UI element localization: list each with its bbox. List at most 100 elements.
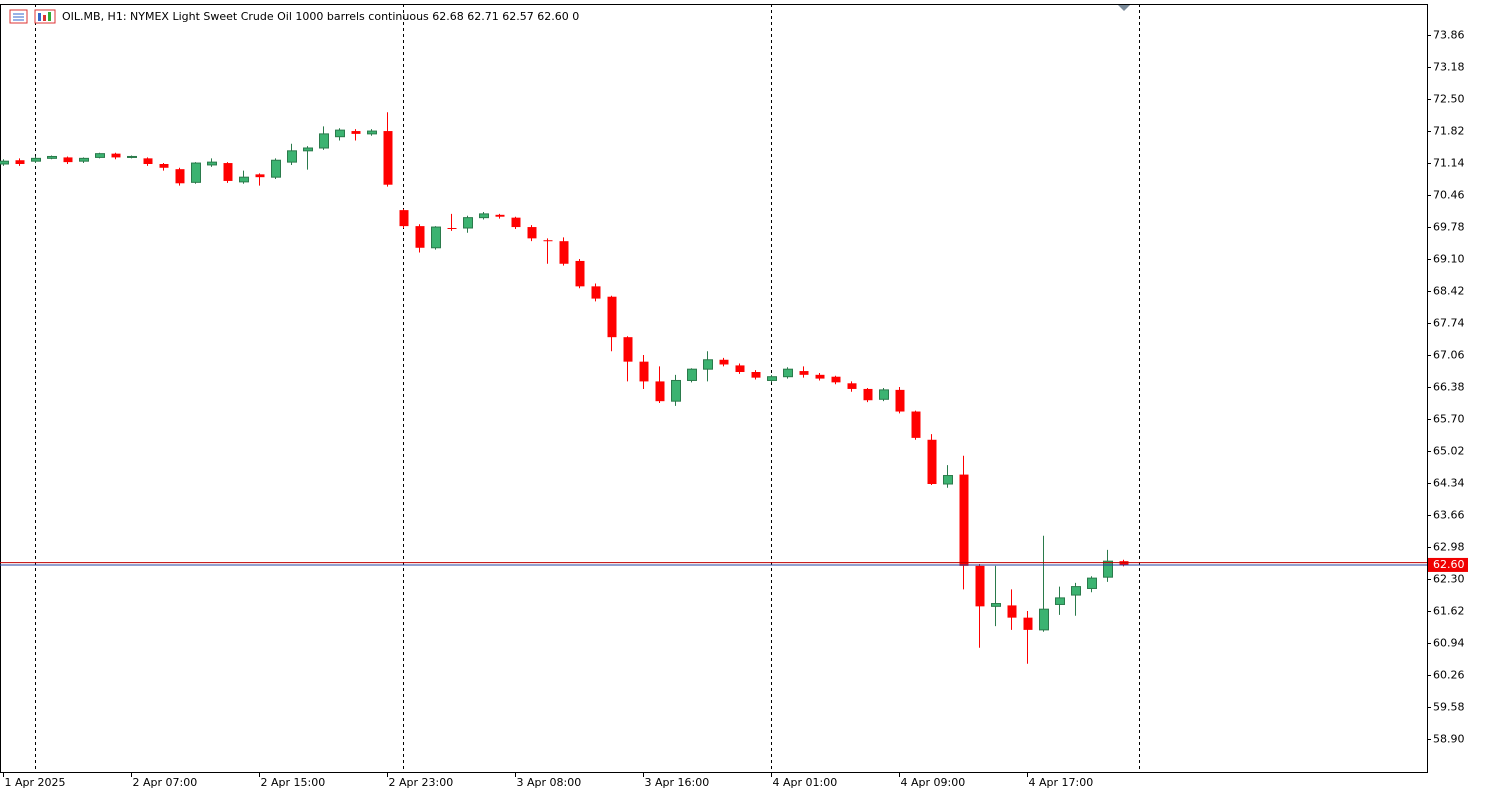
candle-body xyxy=(255,174,265,178)
candle-body xyxy=(703,359,713,370)
candle-body xyxy=(431,226,441,249)
candle-body xyxy=(639,361,649,382)
candle-body xyxy=(191,162,201,183)
y-tick-label: 65.02 xyxy=(1433,445,1465,458)
candle-body xyxy=(287,150,297,163)
candle-body xyxy=(15,160,25,164)
candle-body xyxy=(767,376,777,381)
y-tick-label: 59.58 xyxy=(1433,701,1465,714)
candle-body xyxy=(511,217,521,228)
candle-body xyxy=(143,158,153,164)
x-tick-label: 4 Apr 01:00 xyxy=(773,776,838,789)
y-tick-label: 62.30 xyxy=(1433,573,1465,586)
candle-body xyxy=(1055,597,1065,605)
candle-body xyxy=(239,176,249,183)
candle-body xyxy=(1103,560,1113,578)
candle-body xyxy=(463,217,473,229)
candle-body xyxy=(31,157,41,162)
y-tick-label: 58.90 xyxy=(1433,733,1465,746)
candle-body xyxy=(1039,608,1049,631)
candle-body xyxy=(895,389,905,412)
icon xyxy=(43,15,46,21)
candle-body xyxy=(559,241,569,264)
candle-body xyxy=(271,159,281,178)
candle-body xyxy=(111,153,121,158)
candle-body xyxy=(47,155,57,159)
candle-body xyxy=(799,371,809,375)
candle-body xyxy=(479,213,489,219)
candle-body xyxy=(159,164,169,168)
candle-body xyxy=(575,260,585,287)
x-tick-label: 2 Apr 07:00 xyxy=(133,776,198,789)
candle-body xyxy=(399,210,409,227)
candle-body xyxy=(991,603,1001,607)
plot-frame xyxy=(0,4,1428,773)
x-tick-label: 3 Apr 16:00 xyxy=(645,776,710,789)
x-tick-label: 2 Apr 23:00 xyxy=(389,776,454,789)
candle-body xyxy=(591,286,601,299)
y-tick-label: 70.46 xyxy=(1433,189,1465,202)
candle-body xyxy=(527,227,537,239)
separators xyxy=(35,4,1140,772)
candle-body xyxy=(175,169,185,184)
candle-body xyxy=(127,155,137,158)
candle-body xyxy=(879,389,889,400)
y-tick-label: 60.26 xyxy=(1433,669,1465,682)
icon xyxy=(38,13,41,21)
candle-body xyxy=(383,131,393,185)
y-tick-label: 69.78 xyxy=(1433,221,1465,234)
candle-body xyxy=(543,240,553,242)
y-tick-label: 71.14 xyxy=(1433,157,1465,170)
candle-body xyxy=(927,439,937,484)
x-tick-label: 4 Apr 09:00 xyxy=(901,776,966,789)
candle-body xyxy=(1087,577,1097,589)
x-tick-label: 4 Apr 17:00 xyxy=(1029,776,1094,789)
candle-body xyxy=(847,383,857,389)
candle-body xyxy=(303,147,313,152)
y-tick-label: 68.42 xyxy=(1433,285,1465,298)
y-tick-label: 66.38 xyxy=(1433,381,1465,394)
x-tick-label: 1 Apr 2025 xyxy=(5,776,66,789)
y-tick-label: 61.62 xyxy=(1433,605,1465,618)
candle-body xyxy=(1071,586,1081,596)
candle-body xyxy=(911,411,921,438)
price-tag xyxy=(1428,557,1468,572)
icon xyxy=(48,12,51,21)
candle-body xyxy=(495,214,505,217)
candle-body xyxy=(623,337,633,362)
candle-body xyxy=(1023,617,1033,630)
y-tick-label: 64.34 xyxy=(1433,477,1465,490)
y-tick-label: 62.98 xyxy=(1433,541,1465,554)
candle-body xyxy=(719,359,729,365)
y-tick-label: 69.10 xyxy=(1433,253,1465,266)
candle-body xyxy=(735,365,745,372)
candle-body xyxy=(415,226,425,248)
candle-body xyxy=(319,133,329,149)
candle-body xyxy=(335,129,345,138)
candle-body xyxy=(863,388,873,401)
x-tick-label: 2 Apr 15:00 xyxy=(261,776,326,789)
candle-body xyxy=(687,368,697,381)
chart-title: OIL.MB, H1: NYMEX Light Sweet Crude Oil … xyxy=(62,10,579,23)
y-tick-label: 67.74 xyxy=(1433,317,1465,330)
candle-body xyxy=(207,161,217,166)
candle-body xyxy=(671,379,681,402)
symbol-icon xyxy=(9,9,56,24)
x-tick-label: 3 Apr 08:00 xyxy=(517,776,582,789)
candle-body xyxy=(943,475,953,485)
candle-body xyxy=(655,381,665,402)
shift-marker[interactable] xyxy=(1118,5,1130,11)
y-tick-label: 71.82 xyxy=(1433,125,1465,138)
y-tick-label: 65.70 xyxy=(1433,413,1465,426)
candle-body xyxy=(815,374,825,379)
candle-body xyxy=(751,372,761,378)
candle-body xyxy=(63,157,73,163)
candle-body xyxy=(607,296,617,338)
candle-body xyxy=(223,163,233,181)
price-tag-label: 62.60 xyxy=(1433,558,1465,571)
candle-body xyxy=(975,565,985,607)
candle-body xyxy=(0,160,9,165)
